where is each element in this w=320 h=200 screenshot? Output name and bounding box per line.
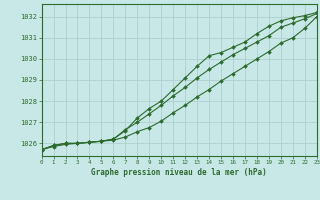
X-axis label: Graphe pression niveau de la mer (hPa): Graphe pression niveau de la mer (hPa) [91, 168, 267, 177]
